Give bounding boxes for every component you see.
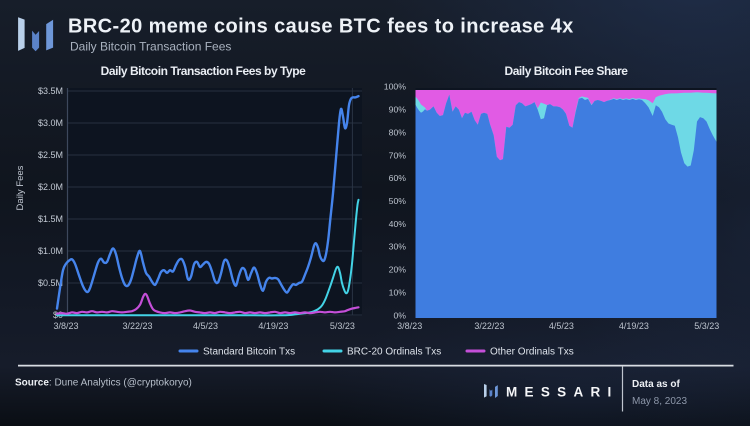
svg-text:$0.5M: $0.5M [38,278,63,288]
svg-text:Source: Dune Analytics (@crypt: Source: Dune Analytics (@cryptokoryo) [15,378,192,389]
svg-text:80%: 80% [389,127,407,137]
svg-text:5/3/23: 5/3/23 [330,321,355,331]
svg-text:3/8/23: 3/8/23 [53,321,78,331]
svg-text:0%: 0% [393,310,406,320]
svg-text:Daily Fees: Daily Fees [15,165,26,210]
svg-text:90%: 90% [389,105,407,115]
svg-text:10%: 10% [389,287,407,297]
svg-text:$1.5M: $1.5M [38,214,63,224]
svg-text:BRC-20 meme coins cause BTC fe: BRC-20 meme coins cause BTC fees to incr… [68,16,574,38]
svg-text:4/19/23: 4/19/23 [619,321,649,331]
svg-text:5/3/23: 5/3/23 [694,321,719,331]
svg-text:Data as of: Data as of [632,379,680,390]
svg-text:30%: 30% [389,242,407,252]
svg-text:Daily Bitcoin Transaction Fees: Daily Bitcoin Transaction Fees [70,40,231,54]
svg-text:Other Ordinals Txs: Other Ordinals Txs [490,347,574,358]
svg-text:40%: 40% [389,219,407,229]
svg-text:$3.5M: $3.5M [38,86,63,96]
svg-text:Standard Bitcoin Txs: Standard Bitcoin Txs [203,347,295,358]
svg-text:Daily Bitcoin Fee Share: Daily Bitcoin Fee Share [504,64,628,78]
svg-text:70%: 70% [389,150,407,160]
svg-text:4/5/23: 4/5/23 [193,321,218,331]
svg-text:$2.0M: $2.0M [38,182,63,192]
svg-text:3/8/23: 3/8/23 [397,321,422,331]
svg-text:50%: 50% [389,196,407,206]
svg-text:100%: 100% [384,82,406,92]
svg-text:Daily Bitcoin Transaction Fees: Daily Bitcoin Transaction Fees by Type [101,64,307,78]
svg-text:3/22/23: 3/22/23 [122,321,152,331]
svg-text:BRC-20 Ordinals Txs: BRC-20 Ordinals Txs [347,347,441,358]
svg-text:May 8, 2023: May 8, 2023 [632,396,687,407]
svg-text:MESSARI: MESSARI [506,385,619,400]
svg-text:$3.0M: $3.0M [38,118,63,128]
svg-text:20%: 20% [389,265,407,275]
svg-text:4/19/23: 4/19/23 [258,321,288,331]
svg-text:60%: 60% [389,173,407,183]
svg-text:3/22/23: 3/22/23 [474,321,504,331]
svg-text:$2.5M: $2.5M [38,150,63,160]
svg-text:$1.0M: $1.0M [38,246,63,256]
svg-text:4/5/23: 4/5/23 [549,321,574,331]
